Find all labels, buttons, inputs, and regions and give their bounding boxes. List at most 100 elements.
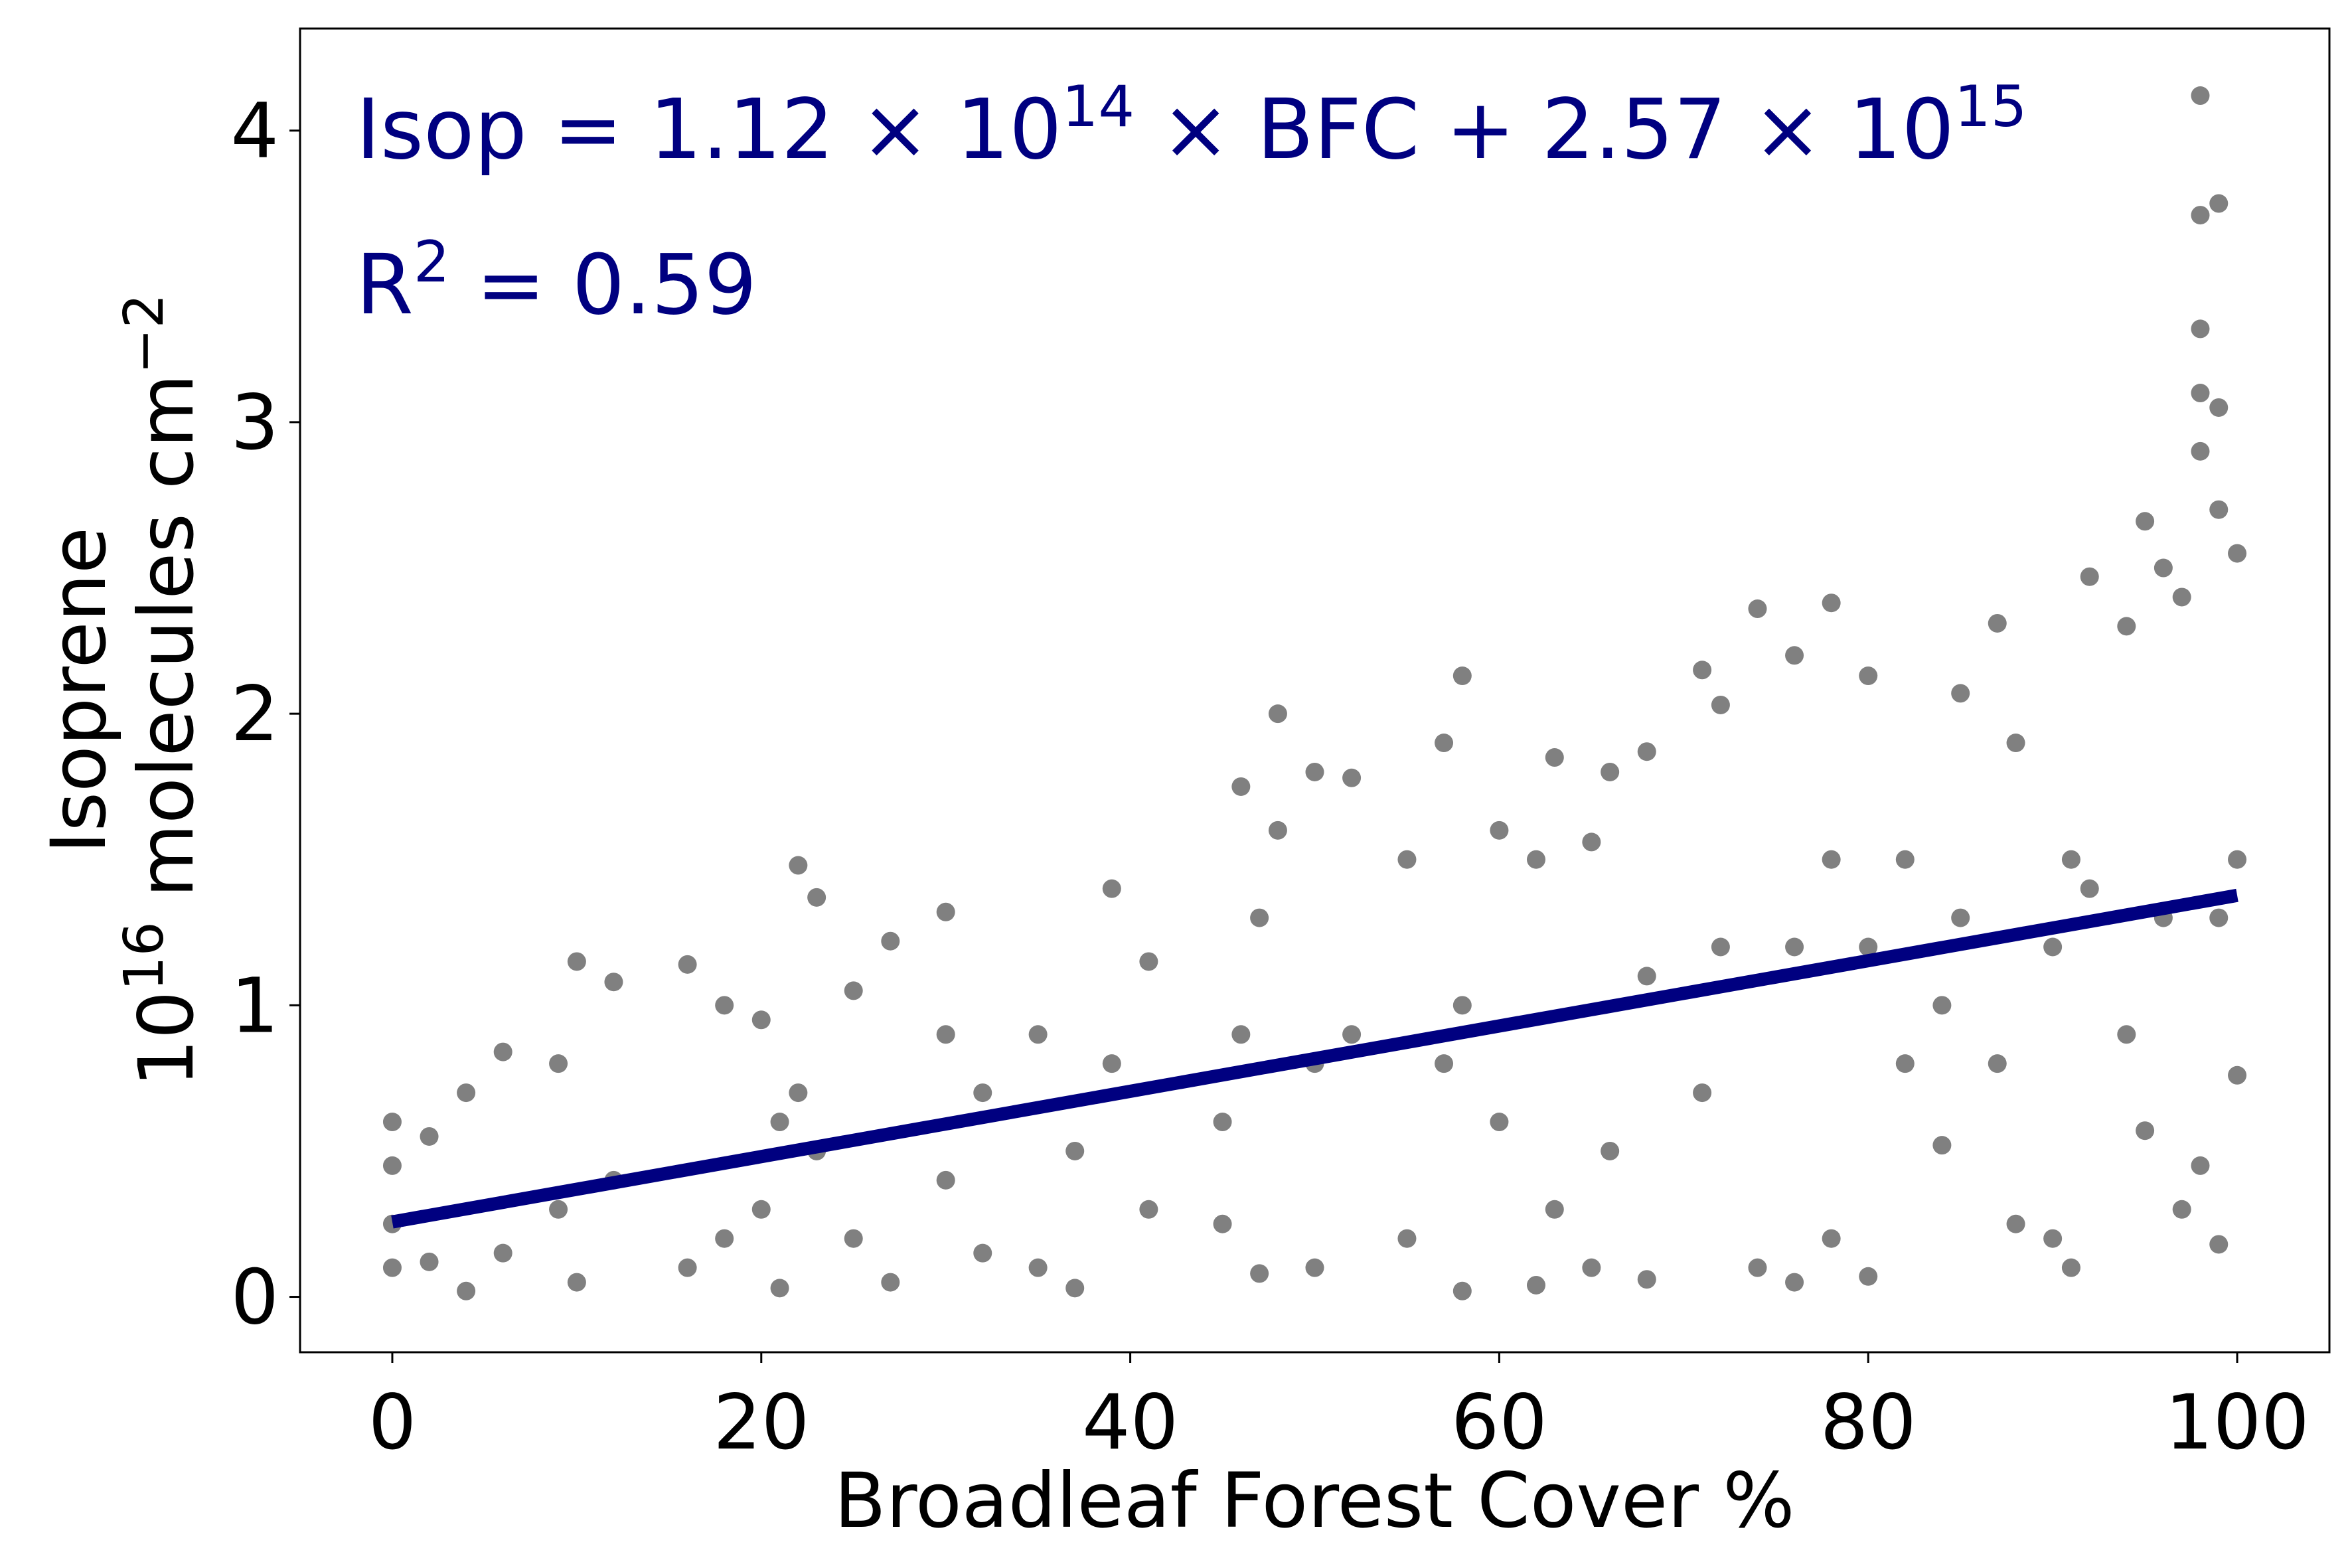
scatter-point bbox=[936, 902, 955, 921]
scatter-point bbox=[1859, 1267, 1878, 1286]
equation-annotation: Isop = 1.12 × 1014 × BFC + 2.57 × 1015 bbox=[356, 74, 2027, 178]
scatter-point bbox=[807, 888, 826, 907]
scatter-point bbox=[1526, 1275, 1545, 1294]
scatter-point bbox=[1545, 1200, 1564, 1219]
scatter-point bbox=[1231, 1025, 1251, 1044]
y-tick-label: 0 bbox=[230, 1253, 279, 1342]
scatter-point bbox=[1435, 1054, 1454, 1073]
scatter-point bbox=[2209, 908, 2229, 927]
x-tick-label: 60 bbox=[1451, 1378, 1547, 1466]
scatter-point bbox=[1693, 1083, 1712, 1103]
scatter-point bbox=[1932, 1136, 1952, 1155]
scatter-point bbox=[2209, 500, 2229, 519]
scatter-point bbox=[420, 1127, 439, 1146]
r2-annotation: R2 = 0.59 bbox=[356, 229, 757, 333]
x-tick-label: 40 bbox=[1082, 1378, 1178, 1466]
scatter-point bbox=[2006, 1214, 2025, 1233]
scatter-point bbox=[789, 856, 808, 875]
scatter-point bbox=[2191, 384, 2210, 403]
scatter-point bbox=[715, 1229, 734, 1248]
y-label-sup: −2 bbox=[113, 293, 176, 374]
scatter-point bbox=[2228, 850, 2247, 869]
y-label-sup: 16 bbox=[113, 921, 176, 990]
scatter-point bbox=[1305, 1258, 1324, 1277]
scatter-point bbox=[2191, 1156, 2210, 1175]
scatter-point bbox=[1895, 850, 1915, 869]
scatter-point bbox=[1637, 742, 1656, 761]
annotation-text: = 0.59 bbox=[450, 237, 757, 333]
scatter-point bbox=[1988, 613, 2007, 633]
scatter-point bbox=[1711, 937, 1730, 957]
scatter-point bbox=[1601, 762, 1620, 781]
scatter-point bbox=[2061, 1258, 2080, 1277]
scatter-point bbox=[1859, 937, 1878, 957]
scatter-point bbox=[1822, 593, 1841, 613]
scatter-point bbox=[1342, 768, 1362, 787]
x-tick-label: 20 bbox=[713, 1378, 809, 1466]
scatter-point bbox=[1951, 684, 1970, 703]
scatter-point bbox=[715, 996, 734, 1015]
y-axis-label: 1016 molecules cm−2 bbox=[113, 293, 210, 1087]
scatter-point bbox=[1859, 666, 1878, 686]
scatter-point bbox=[1822, 850, 1841, 869]
scatter-point bbox=[2209, 398, 2229, 417]
y-label-part: molecules cm bbox=[122, 374, 210, 921]
scatter-point bbox=[1268, 821, 1287, 840]
scatter-point bbox=[2172, 1200, 2191, 1219]
scatter-point bbox=[1250, 1264, 1269, 1283]
scatter-point bbox=[1435, 734, 1454, 753]
scatter-point bbox=[2172, 588, 2191, 607]
scatter-point bbox=[789, 1083, 808, 1103]
scatter-point bbox=[1397, 850, 1417, 869]
x-axis-label: Broadleaf Forest Cover % bbox=[834, 1456, 1794, 1545]
scatter-point bbox=[493, 1042, 512, 1061]
scatter-point bbox=[1951, 908, 1970, 927]
scatter-point bbox=[2209, 1235, 2229, 1254]
scatter-point bbox=[844, 1229, 863, 1248]
scatter-point bbox=[1748, 599, 1767, 619]
scatter-point bbox=[1490, 1113, 1509, 1132]
scatter-point bbox=[493, 1243, 512, 1263]
scatter-point bbox=[1637, 967, 1656, 986]
scatter-point bbox=[973, 1243, 992, 1263]
scatter-point bbox=[1139, 952, 1158, 971]
scatter-point bbox=[1139, 1200, 1158, 1219]
scatter-point bbox=[1748, 1258, 1767, 1277]
y-tick-label: 2 bbox=[230, 670, 279, 758]
scatter-point bbox=[1693, 661, 1712, 680]
scatter-point bbox=[1065, 1279, 1085, 1298]
scatter-point bbox=[2043, 1229, 2063, 1248]
scatter-point bbox=[2080, 879, 2099, 898]
scatter-point bbox=[751, 1010, 771, 1030]
scatter-point bbox=[2154, 558, 2173, 578]
scatter-point bbox=[1490, 821, 1509, 840]
scatter-point bbox=[2006, 734, 2025, 753]
scatter-point bbox=[549, 1200, 568, 1219]
scatter-point bbox=[1397, 1229, 1417, 1248]
annotation-sup: 15 bbox=[1954, 74, 2027, 140]
scatter-point bbox=[1213, 1214, 1232, 1233]
scatter-point bbox=[770, 1279, 789, 1298]
x-tick-label: 100 bbox=[2165, 1378, 2310, 1466]
scatter-point bbox=[1342, 1025, 1362, 1044]
scatter-point bbox=[1213, 1113, 1232, 1132]
y-axis-label: Isoprene bbox=[35, 527, 123, 854]
scatter-point bbox=[1452, 666, 1472, 686]
scatter-point bbox=[1785, 937, 1804, 957]
scatter-point bbox=[2191, 206, 2210, 225]
scatter-point bbox=[2080, 567, 2099, 586]
scatter-point bbox=[457, 1083, 476, 1103]
scatter-point bbox=[1582, 832, 1601, 852]
scatter-point bbox=[1305, 762, 1324, 781]
scatter-point bbox=[567, 1273, 586, 1292]
scatter-point bbox=[1526, 850, 1545, 869]
scatter-point bbox=[1895, 1054, 1915, 1073]
scatter-point bbox=[1582, 1258, 1601, 1277]
scatter-point bbox=[936, 1170, 955, 1190]
plot-frame bbox=[299, 27, 2331, 1354]
scatter-point bbox=[936, 1025, 955, 1044]
scatter-point bbox=[678, 1258, 697, 1277]
scatter-point bbox=[382, 1258, 402, 1277]
scatter-point bbox=[2136, 512, 2155, 531]
